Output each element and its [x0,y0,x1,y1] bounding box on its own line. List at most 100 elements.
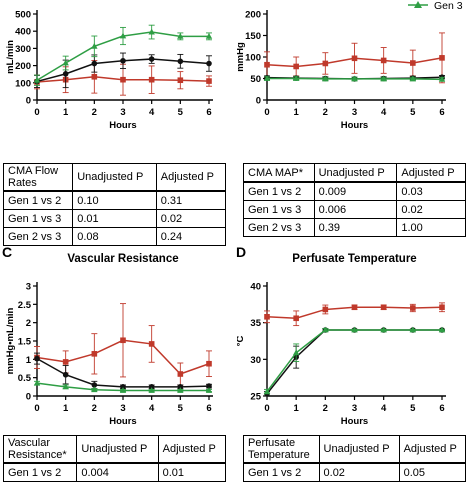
table-cell: 0.24 [155,227,227,246]
y-tick-label: 2.5 [18,300,32,311]
point-gen3 [409,326,417,333]
y-axis-label: mmHg [237,42,246,72]
point-gen1 [120,76,126,83]
y-tick-label: 25 [250,392,261,403]
x-tick-label: 6 [439,107,444,118]
x-tick-label: 0 [34,403,39,414]
x-tick-label: 5 [178,403,184,414]
table-cell: Gen 2 vs 3 [2,227,74,246]
x-tick-label: 4 [381,107,387,118]
point-gen1 [177,371,184,377]
x-tick-label: 2 [92,403,97,414]
table-row: Gen 1 vs 2 0.02 0.05 [243,462,467,482]
point-gen2 [120,57,126,64]
point-gen1 [293,315,299,322]
table-cell: 0.01 [157,462,227,482]
x-tick-label: 2 [92,107,97,118]
x-tick-label: 5 [178,107,184,118]
y-tick-label: 200 [15,61,31,72]
series-gen1 [264,32,445,84]
x-tick-label: 6 [206,403,211,414]
legend-label-gen3: Gen 3 [434,0,463,12]
y-tick-label: 500 [15,10,31,21]
point-gen2 [177,384,184,390]
table-cell: 0.10 [72,190,157,210]
table-cell: 0.08 [72,227,157,246]
y-tick-label: 1 [26,355,32,366]
y-tick-label: 50 [250,74,261,85]
table-header-cell: Perfusate Temperature [243,435,320,464]
point-gen3 [438,326,446,333]
point-gen1 [206,360,212,367]
chart-flow: 0 100 200 300 400 500 0 1 2 3 4 5 6 Hours mL/min [5,10,213,131]
point-gen2 [148,56,155,62]
y-tick-label: 0 [256,96,261,107]
table-cell: 0.004 [76,462,159,482]
point-gen3 [322,326,329,333]
point-gen2 [206,383,212,389]
table-cell: Gen 1 vs 2 [243,181,315,201]
point-gen1 [351,304,358,311]
y-tick-label: 3 [26,282,31,293]
y-tick-label: 0 [26,392,31,403]
y-tick-label: 1.5 [18,337,32,348]
x-tick-label: 2 [323,403,328,414]
point-gen3 [62,59,69,66]
x-tick-label: 3 [352,403,357,414]
table-header-cell: Adjusted P [398,435,467,464]
x-axis-label: Hours [341,416,368,427]
table-cell: 1.00 [396,218,466,237]
point-gen1 [322,60,329,67]
point-gen3 [119,32,127,39]
point-gen3 [148,387,155,393]
point-gen1 [439,55,445,61]
x-tick-label: 0 [34,107,39,118]
x-tick-label: 2 [323,107,328,118]
point-gen2 [91,382,98,388]
y-axis-label: mmHg•mL/min [5,307,16,374]
legend-marker-gen3 [414,1,422,8]
chart-title: Perfusate Temperature [292,253,416,265]
point-gen3 [205,32,213,39]
table-header-cell: Vascular Resistance* [2,435,78,464]
table-cell: Gen 1 vs 3 [243,200,315,219]
table-cell: 0.39 [313,218,398,237]
point-gen2 [91,60,98,67]
table-cell: Gen 2 vs 3 [243,218,315,237]
table-perfusate-temperature: Perfusate Temperature Unadjusted P Adjusted… [243,435,467,482]
x-tick-label: 0 [264,403,269,414]
x-tick-label: 0 [264,107,269,118]
point-gen1 [293,63,299,70]
point-gen1 [177,77,184,84]
point-gen2 [206,60,212,67]
x-tick-label: 5 [410,403,416,414]
y-tick-label: 200 [245,10,261,21]
table-header-cell: Unadjusted P [76,435,159,464]
point-gen1 [148,341,155,347]
point-gen3 [148,28,155,35]
table-row: Gen 1 vs 3 0.01 0.02 [2,209,227,228]
point-gen1 [206,78,212,84]
series-gen3 [33,24,213,86]
point-gen1 [62,359,69,365]
y-tick-label: 2 [26,318,31,329]
point-gen1 [91,351,98,357]
point-gen3 [292,75,300,81]
table-header-cell: Unadjusted P [318,435,400,464]
x-tick-label: 6 [206,107,211,118]
point-gen2 [62,371,69,378]
table-row: Gen 2 vs 3 0.08 0.24 [2,227,227,246]
y-tick-label: 0.5 [18,373,32,384]
table-cell: 0.31 [155,190,227,210]
point-gen3 [62,383,69,390]
table-cell: Gen 1 vs 2 [2,462,78,482]
point-gen3 [351,326,358,333]
table-header-row: CMA MAP* Unadjusted P Adjusted P [243,163,466,183]
point-gen2 [148,384,155,390]
y-tick-label: 100 [245,53,261,64]
table-row: Gen 1 vs 2 0.10 0.31 [2,190,227,210]
x-tick-label: 4 [149,403,155,414]
point-gen1 [120,337,126,344]
y-tick-label: 300 [15,44,31,55]
point-gen1 [410,305,416,311]
